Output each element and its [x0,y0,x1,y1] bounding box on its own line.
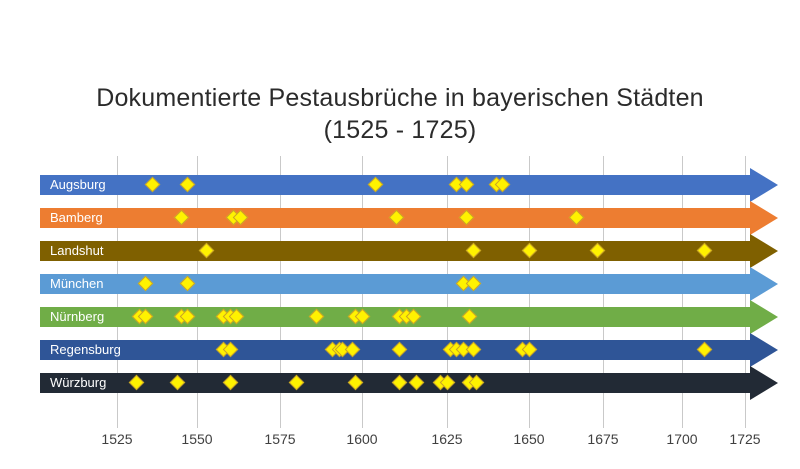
bar-label-landshut: Landshut [50,243,104,258]
bar-label-regensburg: Regensburg [50,342,121,357]
chart-title-line2: (1525 - 1725) [323,116,477,144]
timeline-row-regensburg: Regensburg [0,333,800,367]
timeline-bar-munchen: München [40,274,750,294]
timeline-row-wurzburg: Würzburg [0,366,800,400]
arrowhead-icon [750,366,778,400]
bar-label-munchen: München [50,276,104,291]
timeline-bar-augsburg: Augsburg [40,175,750,195]
axis-tick-label-1525: 1525 [101,431,133,447]
arrowhead-icon [750,300,778,334]
timeline-row-bamberg: Bamberg [0,201,800,235]
axis-tick-label-1600: 1600 [346,431,378,447]
timeline-row-augsburg: Augsburg [0,168,800,202]
timeline-bar-landshut: Landshut [40,241,750,261]
bar-label-bamberg: Bamberg [50,210,103,225]
axis-tick-label-1700: 1700 [666,431,698,447]
timeline-row-munchen: München [0,267,800,301]
chart-title: Dokumentierte Pestausbrüche in bayerisch… [0,82,800,146]
arrowhead-icon [750,267,778,301]
arrowhead-icon [750,168,778,202]
arrowhead-icon [750,234,778,268]
axis-tick-label-1675: 1675 [587,431,619,447]
timeline-row-nurnberg: Nürnberg [0,300,800,334]
axis-tick-label-1650: 1650 [513,431,545,447]
bar-label-nurnberg: Nürnberg [50,309,105,324]
chart-title-line1: Dokumentierte Pestausbrüche in bayerisch… [96,84,704,112]
axis-tick-label-1625: 1625 [431,431,463,447]
bar-label-augsburg: Augsburg [50,177,106,192]
axis-tick-label-1575: 1575 [264,431,296,447]
axis-tick-label-1725: 1725 [729,431,761,447]
arrowhead-icon [750,201,778,235]
timeline-row-landshut: Landshut [0,234,800,268]
arrowhead-icon [750,333,778,367]
axis-tick-label-1550: 1550 [181,431,213,447]
bar-label-wurzburg: Würzburg [50,375,107,390]
